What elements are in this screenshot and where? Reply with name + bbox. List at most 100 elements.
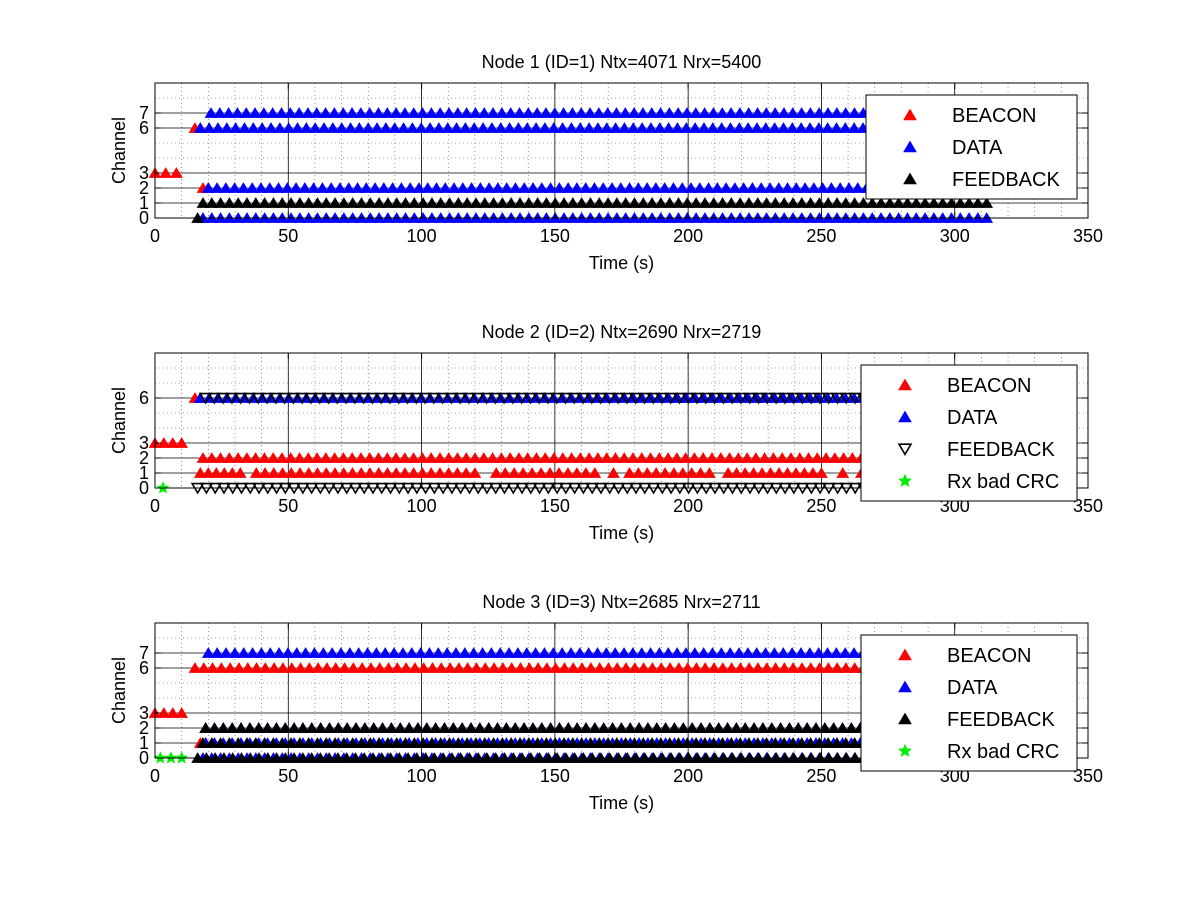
data-point [290, 647, 304, 658]
data-point [434, 737, 448, 748]
data-point [809, 722, 823, 733]
data-point [408, 662, 422, 673]
data-point [731, 452, 745, 463]
data-point [723, 647, 737, 658]
data-point [342, 182, 356, 193]
data-point [302, 467, 316, 478]
data-point [676, 722, 690, 733]
data-point [222, 452, 236, 463]
data-point [442, 107, 456, 118]
data-point [698, 662, 712, 673]
data-point [498, 467, 512, 478]
data-point [786, 107, 800, 118]
data-point [556, 122, 569, 133]
data-point [901, 197, 914, 208]
data-point [579, 722, 593, 733]
data-point [769, 392, 783, 405]
data-point [768, 647, 781, 658]
data-point [566, 737, 580, 748]
data-point [196, 737, 210, 748]
data-point [433, 452, 447, 463]
data-point [694, 722, 708, 733]
data-point [602, 392, 617, 405]
data-point [361, 122, 375, 133]
data-point [827, 722, 841, 733]
data-point [431, 647, 445, 658]
data-point [354, 467, 368, 478]
data-point [469, 197, 483, 208]
data-point [760, 392, 775, 405]
data-point [548, 107, 562, 118]
data-point [635, 647, 649, 658]
data-point [399, 197, 412, 208]
legend-marker [898, 410, 912, 423]
data-point [681, 392, 696, 405]
data-point [175, 751, 189, 764]
data-point [273, 122, 287, 133]
data-point [496, 197, 509, 208]
data-point [216, 392, 231, 405]
data-point [865, 197, 879, 208]
data-point [623, 182, 636, 193]
data-point [721, 722, 734, 733]
data-point [637, 392, 652, 405]
data-point [611, 392, 626, 405]
data-point [645, 107, 659, 118]
data-point [742, 737, 756, 748]
data-point [460, 737, 474, 748]
data-point [821, 122, 835, 133]
data-point [593, 662, 607, 673]
data-point [363, 197, 377, 208]
data-point [751, 107, 764, 118]
data-point [730, 467, 743, 478]
data-point [582, 452, 596, 463]
data-point [305, 722, 319, 733]
data-point [447, 182, 461, 193]
x-tick-label: 200 [673, 766, 703, 786]
data-point [707, 662, 721, 673]
data-point [497, 392, 511, 405]
data-point [424, 467, 438, 478]
data-point [658, 467, 672, 478]
data-point [166, 437, 180, 448]
data-point [310, 452, 324, 463]
data-point [430, 182, 443, 193]
data-point [440, 647, 454, 658]
data-point [242, 392, 257, 405]
data-point [276, 467, 289, 478]
y-tick-label: 1 [139, 733, 149, 753]
data-point [724, 122, 737, 133]
data-point [623, 722, 637, 733]
data-point [208, 722, 221, 733]
data-point [345, 452, 359, 463]
data-point [396, 647, 410, 658]
data-point [558, 662, 571, 673]
data-point [546, 647, 560, 658]
data-point [294, 662, 307, 673]
data-point [547, 122, 561, 133]
data-point [268, 392, 283, 405]
data-point [635, 122, 649, 133]
data-point [311, 197, 324, 208]
data-point [255, 647, 268, 658]
data-point [504, 107, 518, 118]
data-point [220, 122, 234, 133]
data-point [649, 182, 663, 193]
data-point [732, 647, 746, 658]
data-point [166, 707, 180, 718]
data-point [582, 122, 596, 133]
data-point [774, 722, 787, 733]
data-point [606, 722, 619, 733]
data-point [333, 182, 347, 193]
data-point [795, 662, 809, 673]
x-tick-label: 100 [407, 496, 437, 516]
data-point [557, 737, 571, 748]
data-point [733, 737, 747, 748]
data-point [689, 107, 703, 118]
data-point [570, 722, 584, 733]
data-point [812, 107, 826, 118]
data-point [526, 182, 540, 193]
data-point [532, 392, 547, 405]
data-point [491, 722, 504, 733]
data-point [451, 467, 464, 478]
